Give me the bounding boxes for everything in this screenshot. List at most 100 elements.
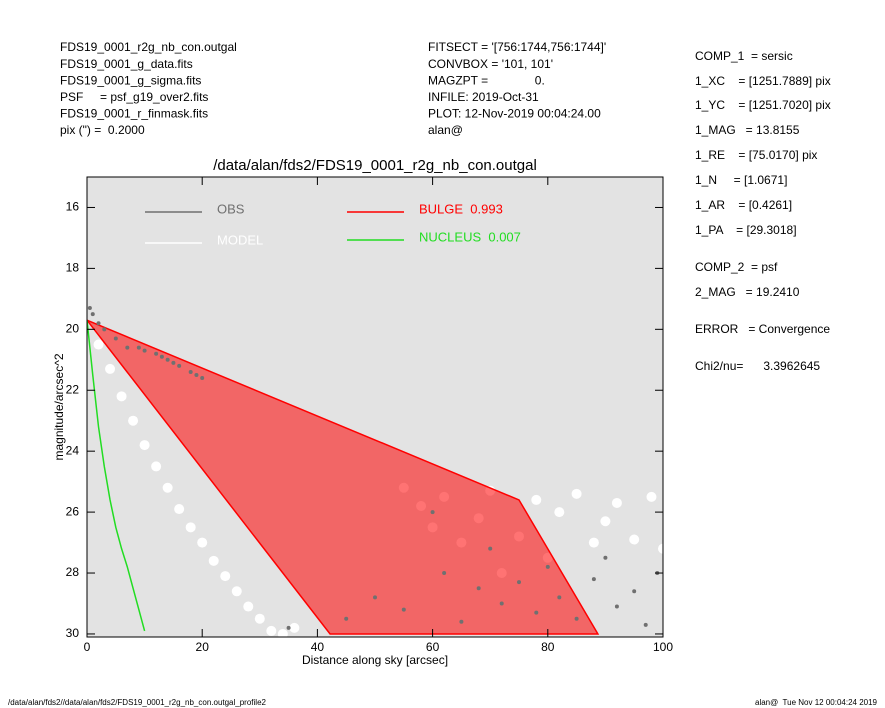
- data-point: [531, 494, 542, 505]
- data-point: [93, 339, 104, 350]
- data-point: [554, 507, 565, 518]
- fit-parameter: Chi2/nu= 3.3962645: [695, 359, 820, 373]
- x-tick-label: 80: [541, 640, 555, 654]
- data-point: [603, 555, 608, 560]
- data-point: [128, 415, 139, 426]
- header-left-line: FDS19_0001_g_data.fits: [60, 57, 193, 71]
- data-point: [154, 351, 159, 356]
- data-point: [344, 616, 349, 621]
- y-tick-label: 28: [66, 565, 80, 579]
- header-middle-line: MAGZPT = 0.: [428, 73, 545, 87]
- x-axis-label: Distance along sky [arcsec]: [302, 653, 448, 667]
- data-point: [105, 363, 116, 374]
- data-point: [125, 345, 130, 350]
- fit-parameter: 1_XC = [1251.7889] pix: [695, 74, 831, 88]
- data-point: [476, 586, 481, 591]
- data-point: [136, 345, 141, 350]
- data-line: [87, 320, 146, 632]
- fit-parameter: 1_PA = [29.3018]: [695, 223, 797, 237]
- data-point: [220, 571, 231, 582]
- data-point: [243, 601, 254, 612]
- header-left-line: PSF = psf_g19_over2.fits: [60, 90, 208, 104]
- header-middle-line: PLOT: 12-Nov-2019 00:04:24.00: [428, 107, 601, 121]
- data-point: [534, 610, 539, 615]
- fit-parameter: ERROR = Convergence: [695, 322, 830, 336]
- x-tick-label: 20: [196, 640, 210, 654]
- data-point: [162, 482, 173, 493]
- x-tick-label: 100: [653, 640, 673, 654]
- y-tick-label: 26: [66, 504, 80, 518]
- data-point: [632, 589, 637, 594]
- data-point: [571, 488, 582, 499]
- fit-parameter: COMP_1 = sersic: [695, 49, 793, 63]
- y-axis-label: magnitude/arcsec^2: [52, 353, 66, 460]
- chart-title: /data/alan/fds2/FDS19_0001_r2g_nb_con.ou…: [213, 157, 537, 174]
- plot-area: [87, 305, 663, 637]
- y-tick-label: 24: [66, 443, 80, 457]
- fit-parameter: 1_RE = [75.0170] pix: [695, 148, 817, 162]
- y-tick-label: 18: [66, 261, 80, 275]
- data-point: [442, 571, 447, 576]
- data-point: [629, 534, 640, 545]
- data-point: [658, 543, 663, 554]
- data-point: [373, 595, 377, 600]
- header-left-line: FDS19_0001_r_finmask.fits: [60, 107, 208, 121]
- fit-parameter: COMP_2 = psf: [695, 260, 778, 274]
- data-point: [165, 357, 170, 362]
- data-point: [116, 391, 127, 402]
- fit-parameter: 1_MAG = 13.8155: [695, 123, 800, 137]
- fit-parameter: 1_N = [1.0671]: [695, 173, 787, 187]
- data-point: [459, 619, 464, 624]
- data-point: [90, 312, 95, 317]
- data-point: [185, 522, 196, 533]
- data-point: [488, 546, 493, 551]
- y-tick-label: 20: [66, 321, 80, 335]
- data-point: [254, 613, 265, 624]
- data-point: [517, 580, 521, 585]
- data-area: [87, 319, 600, 635]
- header-left-line: pix (") = 0.2000: [60, 123, 145, 137]
- header-left-line: FDS19_0001_g_sigma.fits: [60, 73, 201, 87]
- data-point: [142, 348, 147, 353]
- data-point: [197, 537, 208, 548]
- data-point: [545, 564, 550, 569]
- data-point: [277, 628, 288, 637]
- data-point: [151, 461, 162, 472]
- data-point: [177, 363, 182, 368]
- data-point: [174, 504, 185, 515]
- legend-label: BULGE 0.993: [419, 201, 503, 216]
- data-point: [588, 537, 599, 548]
- data-point: [200, 376, 205, 381]
- y-tick-label: 16: [66, 200, 80, 214]
- data-point: [286, 625, 291, 630]
- data-point: [600, 516, 611, 527]
- data-point: [401, 607, 406, 612]
- data-point: [266, 625, 277, 636]
- fit-parameter: 1_YC = [1251.7020] pix: [695, 98, 831, 112]
- data-point: [499, 601, 504, 606]
- footer-right: alan@ Tue Nov 12 00:04:24 2019: [755, 698, 878, 707]
- data-point: [139, 440, 150, 451]
- x-tick-label: 40: [311, 640, 325, 654]
- data-point: [113, 336, 118, 341]
- legend-label: MODEL: [217, 232, 263, 247]
- data-point: [557, 595, 562, 600]
- x-tick-label: 0: [84, 640, 91, 654]
- data-point: [646, 491, 657, 502]
- data-point: [611, 497, 622, 508]
- data-point: [430, 510, 435, 515]
- fit-parameter: 2_MAG = 19.2410: [695, 285, 800, 299]
- header-middle-line: FITSECT = '[756:1744,756:1744]': [428, 40, 606, 54]
- header-left-line: FDS19_0001_r2g_nb_con.outgal: [60, 40, 237, 54]
- header-middle-line: alan@: [428, 123, 463, 137]
- header-middle-line: CONVBOX = '101, 101': [428, 57, 553, 71]
- data-point: [591, 577, 596, 582]
- data-point: [102, 327, 107, 332]
- legend-label: NUCLEUS 0.007: [419, 229, 521, 244]
- data-point: [231, 586, 242, 597]
- legend-label: OBS: [217, 201, 245, 216]
- data-point: [194, 373, 199, 378]
- data-point: [159, 354, 164, 359]
